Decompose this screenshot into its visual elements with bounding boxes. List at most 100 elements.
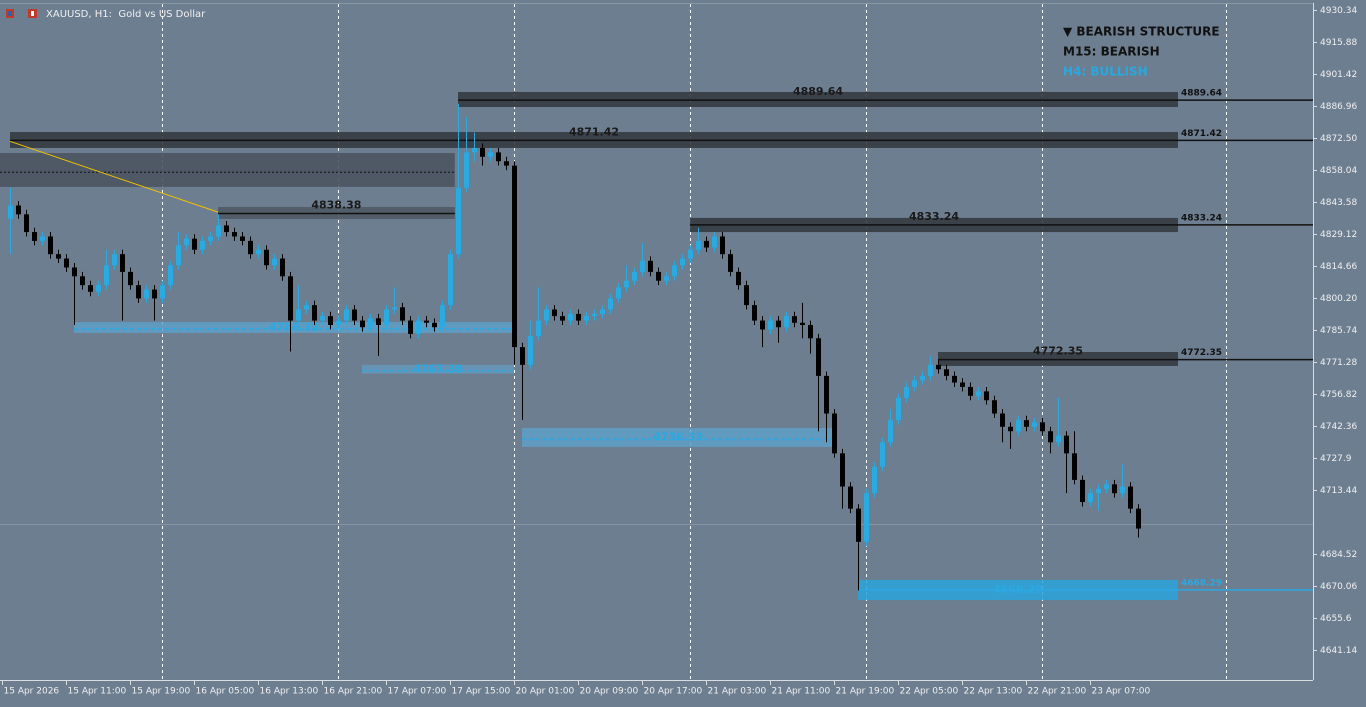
candle-body bbox=[320, 316, 325, 321]
y-tick-label: 4829.12 bbox=[1320, 230, 1357, 240]
candle-body bbox=[776, 320, 781, 328]
x-tick-label: 20 Apr 09:00 bbox=[580, 687, 639, 697]
zone-label: 4833.24 bbox=[909, 210, 959, 223]
candle-body bbox=[672, 265, 677, 277]
candle-body bbox=[960, 382, 965, 387]
candle-body bbox=[784, 316, 789, 328]
candle-body bbox=[496, 152, 501, 162]
candle-body bbox=[112, 254, 117, 266]
candle-body bbox=[1032, 422, 1037, 427]
candle-body bbox=[888, 420, 893, 443]
icon bbox=[8, 11, 12, 16]
candle-body bbox=[512, 165, 517, 348]
candle-body bbox=[376, 318, 381, 325]
candle-body bbox=[1088, 493, 1093, 503]
candle-body bbox=[864, 493, 869, 542]
plot: 4889.64 4889.64 4871.42 4871.42 4838.38 4833.… bbox=[0, 4, 1313, 680]
candle-body bbox=[520, 347, 525, 365]
candle-body bbox=[464, 152, 469, 188]
candle-body bbox=[1008, 426, 1013, 432]
x-tick-label: 15 Apr 2026 bbox=[4, 687, 60, 697]
candle-body bbox=[480, 147, 485, 157]
y-tick-label: 4785.74 bbox=[1320, 326, 1357, 336]
candle-body bbox=[8, 205, 13, 219]
candle-body bbox=[400, 307, 405, 321]
candle-body bbox=[56, 254, 61, 259]
candle-body bbox=[1000, 413, 1005, 427]
candle-body bbox=[504, 161, 509, 166]
candle-body bbox=[232, 232, 237, 237]
x-tick-label: 16 Apr 05:00 bbox=[196, 687, 255, 697]
candle-body bbox=[1128, 486, 1133, 509]
candle-body bbox=[1064, 435, 1069, 454]
candle-body bbox=[384, 309, 389, 325]
candle-body bbox=[552, 309, 557, 317]
candle-body bbox=[976, 391, 981, 396]
y-tick-label: 4930.34 bbox=[1320, 6, 1357, 16]
level-label: 4668.29 bbox=[1181, 578, 1222, 588]
zone-label: 4767.39 bbox=[413, 362, 463, 375]
candle-body bbox=[96, 285, 101, 292]
candle-body bbox=[416, 320, 421, 334]
candle-body bbox=[168, 265, 173, 286]
x-tick-label: 20 Apr 17:00 bbox=[644, 687, 703, 697]
candle-body bbox=[616, 287, 621, 299]
candle-body bbox=[824, 375, 829, 414]
y-tick-label: 4641.14 bbox=[1320, 646, 1357, 656]
candle-body bbox=[472, 147, 477, 153]
candle-body bbox=[592, 313, 597, 317]
candle-body bbox=[128, 271, 133, 286]
zone-label: 4889.64 bbox=[793, 85, 843, 98]
candle-body bbox=[144, 289, 149, 299]
candle-body bbox=[1104, 484, 1109, 489]
candle-body bbox=[152, 289, 157, 299]
candle-body bbox=[176, 245, 181, 266]
y-tick-label: 4886.96 bbox=[1320, 102, 1357, 112]
candle-body bbox=[1072, 453, 1077, 480]
candle-body bbox=[920, 375, 925, 381]
x-tick-label: 16 Apr 21:00 bbox=[324, 687, 383, 697]
candle-body bbox=[752, 305, 757, 321]
x-tick-label: 22 Apr 21:00 bbox=[1028, 687, 1087, 697]
level-label: 4871.42 bbox=[1181, 129, 1222, 139]
zone-label: 4736.33 bbox=[653, 431, 703, 444]
structure-label: M15: BEARISH bbox=[1063, 45, 1160, 59]
candle-body bbox=[544, 309, 549, 321]
candle-body bbox=[120, 254, 125, 272]
candle-body bbox=[608, 298, 613, 310]
candle-body bbox=[656, 271, 661, 281]
y-tick-label: 4872.50 bbox=[1320, 134, 1357, 144]
candle-body bbox=[880, 442, 885, 467]
candle-body bbox=[992, 400, 997, 414]
candle-body bbox=[136, 285, 141, 299]
candle-body bbox=[696, 240, 701, 250]
candle-body bbox=[528, 336, 533, 365]
candle-body bbox=[72, 267, 77, 277]
y-tick-label: 4771.28 bbox=[1320, 358, 1357, 368]
x-tick-label: 21 Apr 11:00 bbox=[772, 687, 831, 697]
candle-body bbox=[680, 258, 685, 266]
candle-body bbox=[1016, 420, 1021, 432]
candle-body bbox=[312, 305, 317, 321]
candle-body bbox=[744, 285, 749, 306]
candle-body bbox=[928, 364, 933, 376]
zone bbox=[74, 322, 514, 333]
candle-body bbox=[584, 316, 589, 321]
candle-body bbox=[48, 236, 53, 255]
x-tick-label: 22 Apr 13:00 bbox=[964, 687, 1023, 697]
candle-body bbox=[624, 280, 629, 288]
candle-body bbox=[1136, 508, 1141, 529]
candle-body bbox=[984, 391, 989, 401]
candle-body bbox=[936, 364, 941, 370]
structure-label: ▼ BEARISH STRUCTURE bbox=[1063, 25, 1220, 39]
candle-body bbox=[368, 318, 373, 328]
candle-body bbox=[160, 285, 165, 299]
candle-body bbox=[24, 214, 29, 233]
x-tick-label: 23 Apr 07:00 bbox=[1092, 687, 1151, 697]
candle-body bbox=[40, 236, 45, 241]
candle-body bbox=[728, 254, 733, 272]
y-tick-label: 4814.66 bbox=[1320, 262, 1357, 272]
y-tick-label: 4727.9 bbox=[1320, 454, 1352, 464]
candle-body bbox=[448, 254, 453, 306]
candle-body bbox=[184, 238, 189, 246]
